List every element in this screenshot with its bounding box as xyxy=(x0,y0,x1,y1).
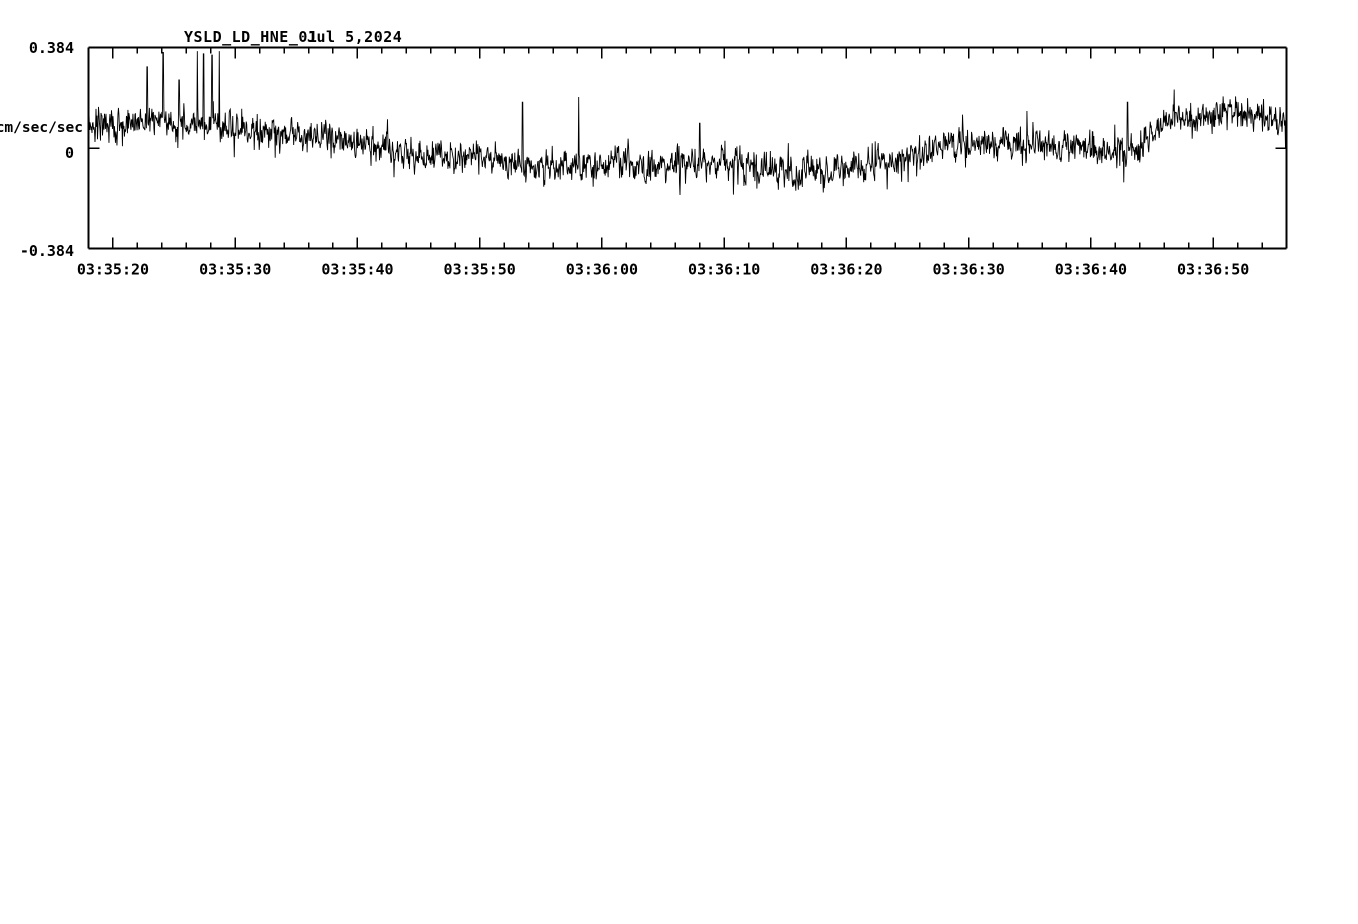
seismogram-panel-hnz: YSLD_LD_HNZ_01 Jul 5,2024 0.384 0 -0.384… xyxy=(0,618,1358,924)
x-tick-label: 03:35:40 xyxy=(321,261,393,279)
x-tick-label: 03:36:00 xyxy=(566,261,638,279)
y-tick-min-hne: -0.384 xyxy=(20,242,74,260)
x-tick-label: 03:36:40 xyxy=(1055,261,1127,279)
x-tick-label: 03:36:10 xyxy=(688,261,760,279)
plot-area-hne: YSLD_LD_HNE_01 Jul 5,2024 0.384 0 -0.384… xyxy=(0,28,1288,279)
waveform-trace-hne xyxy=(88,51,1287,196)
y-tick-zero-hne: 0 xyxy=(65,144,74,162)
seismogram-panel-hnn: YSLD_LD_HNN_01 Jul 5,2024 0.384 0 -0.384… xyxy=(0,308,1358,618)
x-axis-labels-hne: 03:35:20 03:35:30 03:35:40 03:35:50 03:36:00… xyxy=(77,261,1249,279)
y-tick-max-hne: 0.384 xyxy=(29,39,74,57)
x-tick-label: 03:36:30 xyxy=(933,261,1005,279)
y-axis-unit-hne: cm/sec/sec xyxy=(0,120,83,136)
x-tick-label: 03:36:20 xyxy=(810,261,882,279)
x-tick-label: 03:35:20 xyxy=(77,261,149,279)
plot-area-hnn: YSLD_LD_HNN_01 Jul 5,2024 0.384 0 -0.384… xyxy=(0,308,1358,618)
seismogram-panel-hne: YSLD_LD_HNE_01 Jul 5,2024 0.384 0 -0.384… xyxy=(0,0,1358,308)
x-tick-label: 03:35:30 xyxy=(199,261,271,279)
axis-ticks-hne xyxy=(87,46,1288,250)
panel-date-hne: Jul 5,2024 xyxy=(307,28,402,46)
plot-area-hnz: YSLD_LD_HNZ_01 Jul 5,2024 0.384 0 -0.384… xyxy=(0,618,1358,924)
x-tick-label: 03:35:50 xyxy=(444,261,516,279)
x-tick-label: 03:36:50 xyxy=(1177,261,1249,279)
panel-title-hne: YSLD_LD_HNE_01 xyxy=(184,28,317,46)
